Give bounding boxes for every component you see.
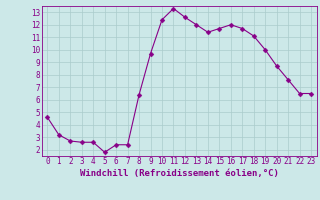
X-axis label: Windchill (Refroidissement éolien,°C): Windchill (Refroidissement éolien,°C) xyxy=(80,169,279,178)
